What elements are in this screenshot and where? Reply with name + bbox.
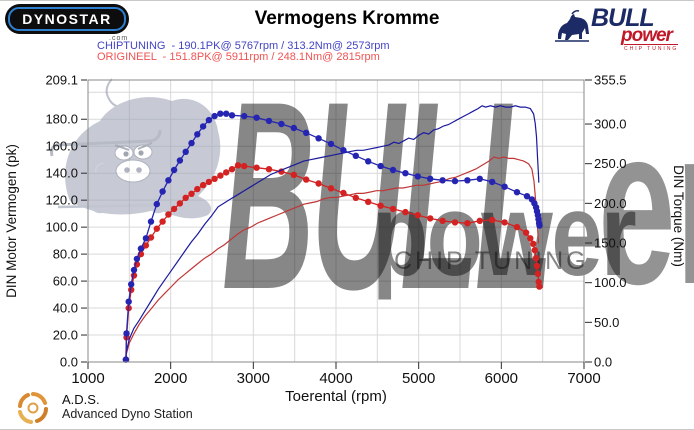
ads-swirl-icon: [18, 392, 48, 424]
y-right-tick-label: 100.0: [594, 275, 627, 290]
y-right-tick-label: 50.0: [594, 315, 619, 330]
page-title: Vermogens Kromme: [254, 8, 440, 29]
y-right-tick-label: 250.0: [594, 156, 627, 171]
watermark-power-text: power: [372, 169, 636, 301]
ads-name: Advanced Dyno Station: [62, 407, 193, 421]
y-left-tick-label: 0.0: [60, 355, 78, 370]
y-left-tick-label: 40.0: [53, 301, 78, 316]
ads-abbr: A.D.S.: [62, 392, 100, 407]
bullpower-logo-chip-text: CHIP TUNING: [624, 44, 679, 52]
y-left-tick-label: 140.0: [45, 166, 78, 181]
series-chiptuning-power: [125, 105, 540, 363]
y-right-tick-label: 0.0: [594, 355, 612, 370]
legend-origineel: ORIGINEEL - 151.8PK@ 5911rpm / 248.1Nm@ …: [97, 51, 380, 63]
axes-layer: 0.0 20.0 40.0 60.0 80.0 100.0 120.0 140.0 160.0 1…: [45, 73, 626, 388]
bullpower-logo: BULL power CHIP TUNING: [552, 4, 684, 52]
x-tick-label: 5000: [402, 370, 435, 387]
y-left-tick-label: 120.0: [45, 193, 78, 208]
y-left-tick-label: 100.0: [45, 220, 78, 235]
x-tick-label: 6000: [485, 370, 518, 387]
bullpower-logo-bull-text: BULL: [591, 4, 655, 32]
bull-icon: [555, 10, 589, 42]
watermark-chip-tuning-text: CHIP TUNING: [394, 247, 589, 275]
dynostar-logo-frame: DYNOSTAR: [8, 7, 126, 31]
watermark-layer: BULL power er CHIP TUNING: [50, 46, 694, 346]
x-axis-title: Toerental (rpm): [285, 388, 387, 405]
watermark-bull-text: BULL: [222, 46, 550, 346]
dynostar-logo: DYNOSTAR: [5, 4, 129, 34]
y-axis-right-title: DIN Torque (Nm): [671, 165, 686, 267]
dynostar-domain-text: .com: [109, 35, 129, 42]
y-left-tick-label: 180.0: [45, 112, 78, 127]
y-left-tick-label: 160.0: [45, 139, 78, 154]
y-right-tick-label: 150.0: [594, 236, 627, 251]
y-right-tick-label: 355.5: [594, 73, 627, 88]
y-left-tick-label: 80.0: [53, 247, 78, 262]
legend-chiptuning: CHIPTUNING - 190.1PK@ 5767rpm / 313.2Nm@…: [97, 40, 390, 52]
y-right-tick-label: 300.0: [594, 117, 627, 132]
y-right-tick-label: 200.0: [594, 196, 627, 211]
dynostar-logo-text: DYNOSTAR: [22, 11, 112, 27]
x-tick-label: 4000: [319, 370, 352, 387]
y-left-tick-label: 209.1: [45, 73, 78, 88]
x-tick-label: 3000: [237, 370, 270, 387]
x-tick-label: 2000: [154, 370, 187, 387]
watermark-er-text: er: [598, 80, 694, 331]
bullpower-logo-power-text: power: [621, 25, 673, 46]
x-tick-label: 1000: [71, 370, 104, 387]
x-tick-label: 7000: [567, 370, 600, 387]
y-axis-left-title: DIN Motor Vermogen (pk): [4, 144, 19, 298]
series-origineel-torque: [122, 162, 543, 363]
series-chiptuning-torque: [122, 110, 543, 363]
y-left-tick-label: 60.0: [53, 274, 78, 289]
series-layer: [122, 105, 543, 363]
y-left-tick-label: 20.0: [53, 328, 78, 343]
